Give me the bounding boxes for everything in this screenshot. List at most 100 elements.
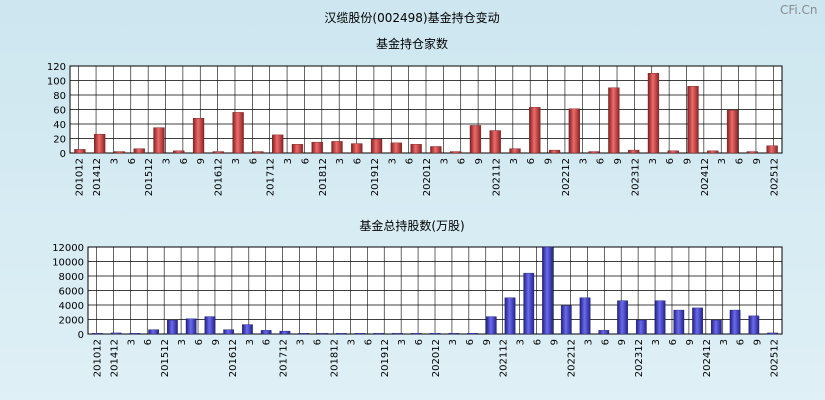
x-tick-label: 9	[549, 339, 560, 345]
x-tick-label: 9	[196, 158, 207, 164]
x-tick-label: 201712	[279, 339, 290, 377]
x-tick-label: 9	[211, 339, 222, 345]
x-tick-label: 9	[753, 339, 764, 345]
bar	[92, 333, 103, 335]
x-tick-label: 3	[283, 158, 294, 164]
x-tick-label: 3	[177, 339, 188, 345]
x-tick-label: 9	[617, 339, 628, 345]
bar	[673, 309, 685, 335]
y-tick-label: 6000	[59, 287, 84, 298]
bar	[729, 309, 741, 335]
x-tick-label: 6	[600, 339, 611, 345]
bar	[272, 134, 284, 154]
x-tick-label: 3	[509, 158, 520, 164]
x-tick-label: 6	[668, 339, 679, 345]
bar	[185, 318, 197, 335]
bar	[354, 333, 366, 335]
x-tick-label: 3	[245, 339, 256, 345]
bar	[509, 148, 521, 154]
bar	[523, 272, 535, 335]
x-tick-label: 201612	[214, 158, 225, 196]
x-tick-label: 202112	[499, 339, 510, 377]
bar	[298, 333, 310, 335]
y-tick-label: 10000	[52, 258, 84, 269]
bar	[129, 333, 141, 335]
bar	[430, 146, 442, 154]
x-tick-label: 9	[613, 158, 624, 164]
x-tick-label: 9	[482, 339, 493, 345]
bar	[74, 149, 86, 154]
bar	[429, 333, 441, 335]
x-tick-label: 3	[583, 339, 594, 345]
bar	[654, 300, 666, 335]
x-tick-label: 202312	[634, 339, 645, 377]
bar	[766, 145, 778, 154]
x-tick-label: 3	[162, 158, 173, 164]
bar	[628, 149, 640, 154]
bar	[529, 107, 541, 154]
x-tick-label: 6	[363, 339, 374, 345]
bar	[448, 333, 460, 335]
chart2-title: 基金总持股数(万股)	[359, 218, 464, 233]
page-title: 汉缆股份(002498)基金持仓变动	[324, 10, 499, 25]
x-tick-label: 202212	[566, 339, 577, 377]
bar	[746, 151, 758, 154]
x-tick-label: 6	[143, 339, 154, 345]
y-tick-label: 60	[53, 106, 66, 117]
x-tick-label: 3	[448, 339, 459, 345]
x-tick-label: 201412	[109, 339, 120, 377]
x-tick-label: 9	[544, 158, 555, 164]
bar	[351, 143, 363, 154]
x-tick-label: 6	[596, 158, 607, 164]
bar	[392, 333, 403, 335]
x-tick-label: 3	[578, 158, 589, 164]
x-tick-label: 201612	[228, 339, 239, 377]
bar	[260, 330, 272, 335]
x-tick-label: 3	[296, 339, 307, 345]
x-tick-label: 202412	[700, 158, 711, 196]
y-tick-label: 2000	[59, 316, 84, 327]
x-tick-label: 6	[313, 339, 324, 345]
bar	[410, 333, 422, 335]
y-tick-label: 120	[47, 62, 66, 73]
x-tick-label: 6	[465, 339, 476, 345]
x-tick-label: 6	[735, 158, 746, 164]
bar	[173, 150, 185, 154]
bar	[588, 151, 600, 154]
x-tick-label: 3	[439, 158, 450, 164]
x-tick-label: 6	[665, 158, 676, 164]
x-tick-label: 6	[262, 339, 273, 345]
x-tick-label: 6	[736, 339, 747, 345]
chart1-title: 基金持仓家数	[376, 36, 448, 51]
x-tick-label: 202312	[630, 158, 641, 196]
bar	[390, 142, 402, 154]
bar	[133, 148, 145, 154]
x-tick-label: 6	[533, 339, 544, 345]
x-tick-label: 6	[405, 158, 416, 164]
x-tick-label: 202212	[561, 158, 572, 196]
y-tick-label: 80	[53, 91, 66, 102]
x-tick-label: 201812	[318, 158, 329, 196]
bar	[410, 144, 422, 154]
bar	[148, 329, 160, 335]
x-tick-label: 202112	[491, 158, 502, 196]
y-tick-label: 8000	[59, 272, 84, 283]
y-tick-label: 4000	[59, 301, 84, 312]
bar	[223, 329, 235, 335]
bar	[647, 73, 660, 154]
x-tick-label: 3	[651, 339, 662, 345]
bar	[167, 320, 178, 335]
bar	[153, 127, 165, 154]
bar	[726, 110, 739, 154]
x-tick-label: 9	[752, 158, 763, 164]
bar	[748, 315, 760, 335]
bar	[192, 117, 205, 154]
x-tick-label: 201012	[92, 339, 103, 377]
x-tick-label: 3	[719, 339, 730, 345]
bar	[317, 333, 328, 335]
bar	[450, 151, 462, 154]
bar	[687, 86, 699, 154]
x-tick-label: 202012	[431, 339, 442, 377]
